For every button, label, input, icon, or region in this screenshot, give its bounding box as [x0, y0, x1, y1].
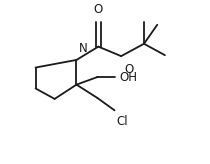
Text: OH: OH	[119, 71, 137, 83]
Text: O: O	[124, 63, 133, 76]
Text: N: N	[79, 42, 88, 55]
Text: Cl: Cl	[116, 115, 128, 128]
Text: O: O	[94, 3, 103, 16]
